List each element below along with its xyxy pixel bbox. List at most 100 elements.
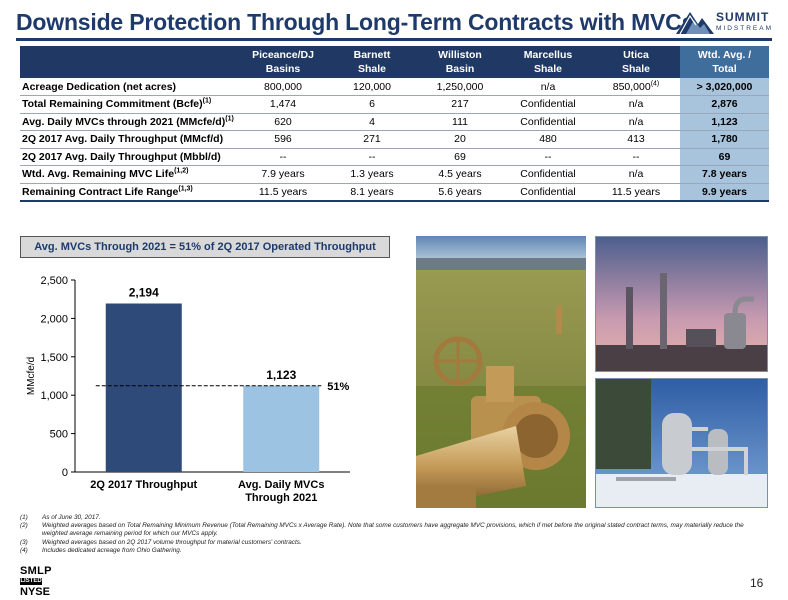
table-cell: 620 bbox=[238, 113, 328, 131]
y-tick-label: 2,000 bbox=[40, 313, 68, 325]
page-number: 16 bbox=[750, 576, 764, 590]
mountain-logo-icon bbox=[676, 12, 714, 35]
table-cell: n/a bbox=[592, 113, 680, 131]
table-header-cell: Williston Basin bbox=[416, 46, 504, 78]
title-divider bbox=[16, 38, 772, 41]
table-header-cell: Piceance/DJ Basins bbox=[238, 46, 328, 78]
table-cell-total: 1,780 bbox=[680, 130, 769, 149]
row-label: Wtd. Avg. Remaining MVC Life(1,2) bbox=[20, 165, 238, 184]
table-row: Avg. Daily MVCs through 2021 (MMcfe/d)(1… bbox=[20, 113, 769, 131]
table-header-cell: Utica Shale bbox=[592, 46, 680, 78]
y-tick-label: 2,500 bbox=[40, 275, 68, 287]
table-cell: 120,000 bbox=[328, 78, 416, 96]
table-cell: 8.1 years bbox=[328, 183, 416, 202]
table-cell: n/a bbox=[592, 165, 680, 184]
table-cell: 11.5 years bbox=[238, 183, 328, 202]
row-label: 2Q 2017 Avg. Daily Throughput (Mbbl/d) bbox=[20, 148, 238, 166]
table-row: Remaining Contract Life Range(1,3) 11.5 y… bbox=[20, 183, 769, 202]
table-header-cell-total: Wtd. Avg. / Total bbox=[680, 46, 769, 78]
table-cell: 7.9 years bbox=[238, 165, 328, 184]
row-label: Avg. Daily MVCs through 2021 (MMcfe/d)(1… bbox=[20, 113, 238, 131]
table-cell: 596 bbox=[238, 130, 328, 149]
logo-word: SUMMIT bbox=[716, 10, 770, 24]
table-cell: -- bbox=[592, 148, 680, 166]
row-label: Remaining Contract Life Range(1,3) bbox=[20, 183, 238, 202]
table-cell: 1.3 years bbox=[328, 165, 416, 184]
y-axis-label: MMcfe/d bbox=[26, 357, 37, 395]
footnote: (2) Weighted averages based on Total Rema… bbox=[20, 522, 744, 538]
table-cell: 6 bbox=[328, 95, 416, 114]
table-cell-total: 2,876 bbox=[680, 95, 769, 114]
reference-line-label: 51% bbox=[327, 381, 349, 393]
row-label: 2Q 2017 Avg. Daily Throughput (MMcf/d) bbox=[20, 130, 238, 149]
table-cell: 5.6 years bbox=[416, 183, 504, 202]
table-cell: -- bbox=[504, 148, 592, 166]
table-header-cell: Barnett Shale bbox=[328, 46, 416, 78]
table-cell-total: 7.8 years bbox=[680, 165, 769, 184]
contracts-table: Piceance/DJ Basins Barnett Shale Williston… bbox=[20, 46, 769, 202]
x-tick-label: 2Q 2017 Throughput bbox=[90, 479, 197, 491]
chart-banner: Avg. MVCs Through 2021 = 51% of 2Q 2017 … bbox=[20, 236, 390, 258]
table-cell: n/a bbox=[504, 78, 592, 96]
table-cell: Confidential bbox=[504, 165, 592, 184]
bar bbox=[105, 303, 182, 472]
gas-facility-sunset-photo bbox=[595, 236, 768, 372]
table-cell-total: 69 bbox=[680, 148, 769, 166]
row-label: Total Remaining Commitment (Bcfe)(1) bbox=[20, 95, 238, 114]
table-cell: -- bbox=[328, 148, 416, 166]
table-cell: 413 bbox=[592, 130, 680, 149]
table-cell: -- bbox=[238, 148, 328, 166]
table-cell: Confidential bbox=[504, 95, 592, 114]
mvc-bar-chart: 0 500 1,000 1,500 2,000 2,500 MMcfe/d 2,194 2Q 2… bbox=[26, 275, 350, 504]
bar-value-label: 1,123 bbox=[266, 368, 296, 382]
table-cell: 480 bbox=[504, 130, 592, 149]
ticker-listed: LISTED bbox=[20, 578, 42, 585]
table-row: 2Q 2017 Avg. Daily Throughput (Mbbl/d) --… bbox=[20, 148, 769, 166]
y-tick-label: 1,000 bbox=[40, 390, 68, 402]
footnote: (1) As of June 30, 2017. bbox=[20, 514, 101, 521]
table-cell: 4.5 years bbox=[416, 165, 504, 184]
table-cell: 271 bbox=[328, 130, 416, 149]
nyse-ticker-logo: SMLP LISTED NYSE bbox=[20, 565, 52, 598]
table-cell: 800,000 bbox=[238, 78, 328, 96]
x-tick-label: Avg. Daily MVCs bbox=[238, 479, 324, 491]
ticker-symbol: SMLP bbox=[20, 565, 52, 577]
x-tick-label: Through 2021 bbox=[245, 492, 317, 504]
pipeline-valve-photo bbox=[416, 236, 586, 508]
page-title: Downside Protection Through Long-Term Co… bbox=[16, 9, 695, 35]
footnote: (4) Includes dedicated acreage from Ohio … bbox=[20, 546, 182, 554]
table-cell: 11.5 years bbox=[592, 183, 680, 202]
table-cell-total: > 3,020,000 bbox=[680, 78, 769, 96]
table-cell: 111 bbox=[416, 113, 504, 131]
table-cell: 850,000(4) bbox=[592, 78, 680, 96]
table-cell-total: 9.9 years bbox=[680, 183, 769, 202]
table-row: Total Remaining Commitment (Bcfe)(1) 1,47… bbox=[20, 95, 769, 114]
table-cell-total: 1,123 bbox=[680, 113, 769, 131]
table-cell: 69 bbox=[416, 148, 504, 166]
table-header-cell: Marcellus Shale bbox=[504, 46, 592, 78]
table-cell: 1,474 bbox=[238, 95, 328, 114]
table-cell: Confidential bbox=[504, 183, 592, 202]
table-header-blank bbox=[20, 46, 238, 78]
ticker-exchange: NYSE bbox=[20, 586, 50, 598]
table-cell: 1,250,000 bbox=[416, 78, 504, 96]
table-header-row: Piceance/DJ Basins Barnett Shale Williston… bbox=[20, 46, 769, 78]
table-row: Wtd. Avg. Remaining MVC Life(1,2) 7.9 yea… bbox=[20, 165, 769, 184]
footnotes: (1) As of June 30, 2017. (2) Weighted aver… bbox=[20, 514, 770, 555]
y-tick-label: 500 bbox=[50, 429, 68, 441]
logo-subword: MIDSTREAM bbox=[716, 25, 773, 32]
row-label: Acreage Dedication (net acres) bbox=[20, 78, 238, 96]
bar bbox=[243, 385, 320, 472]
y-tick-label: 1,500 bbox=[40, 352, 68, 364]
bar-value-label: 2,194 bbox=[129, 286, 159, 300]
table-cell: 4 bbox=[328, 113, 416, 131]
table-cell: 217 bbox=[416, 95, 504, 114]
snowy-processing-plant-photo bbox=[595, 378, 768, 508]
table-cell: Confidential bbox=[504, 113, 592, 131]
table-row: 2Q 2017 Avg. Daily Throughput (MMcf/d) 59… bbox=[20, 130, 769, 149]
table-cell: n/a bbox=[592, 95, 680, 114]
summit-midstream-logo: SUMMIT MIDSTREAM bbox=[676, 6, 776, 40]
y-tick-label: 0 bbox=[62, 467, 68, 479]
table-row: Acreage Dedication (net acres) 800,000 120… bbox=[20, 78, 769, 96]
table-cell: 20 bbox=[416, 130, 504, 149]
